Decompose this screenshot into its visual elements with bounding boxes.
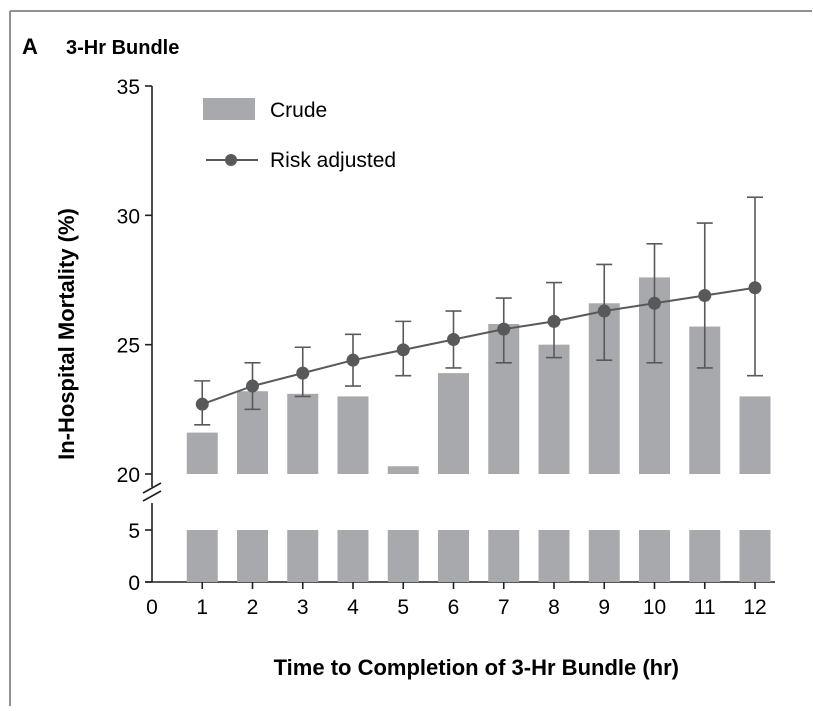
risk-adjusted-point: [748, 281, 762, 295]
risk-adjusted-point: [296, 366, 310, 380]
risk-adjusted-point: [246, 379, 259, 393]
legend-swatch-crude: [203, 98, 255, 120]
legend-marker-risk-adjusted: [225, 154, 237, 166]
crude-bar: [387, 466, 419, 474]
x-tick-label: 8: [548, 596, 560, 619]
crude-bar-lower-segment: [287, 530, 319, 582]
y-tick-label: 25: [117, 335, 140, 358]
x-axis-title: Time to Completion of 3-Hr Bundle (hr): [274, 655, 679, 680]
panel-title: 3-Hr Bundle: [66, 37, 179, 59]
crude-bar: [186, 432, 218, 474]
y-axis-title: In-Hospital Mortality (%): [54, 208, 79, 460]
x-tick-label: 11: [694, 596, 716, 619]
crude-bar-lower-segment: [186, 530, 218, 582]
axis-break-mark: [142, 490, 162, 502]
y-tick-label: 20: [117, 464, 140, 487]
risk-adjusted-point: [698, 289, 712, 303]
risk-adjusted-point: [648, 296, 661, 310]
x-tick-label: 2: [247, 596, 259, 619]
risk-adjusted-point: [396, 343, 410, 357]
crude-bar-lower-segment: [739, 530, 771, 582]
x-tick-label: 7: [498, 596, 510, 619]
legend-label-crude: Crude: [270, 99, 327, 122]
x-tick-label: 9: [598, 596, 610, 619]
x-tick-label: 3: [297, 596, 309, 619]
risk-adjusted-line: [201, 286, 756, 406]
risk-adjusted-point: [346, 353, 360, 367]
crude-bars: [186, 277, 771, 582]
crude-bar-lower-segment: [387, 530, 419, 582]
crude-bar-lower-segment: [538, 530, 570, 582]
y-tick-label: 30: [117, 205, 140, 228]
y-tick-label: 0: [128, 572, 140, 595]
crude-bar-lower-segment: [438, 530, 469, 582]
axis-break-mark: [142, 482, 162, 494]
crude-bar: [739, 396, 771, 474]
x-tick-label: 1: [196, 596, 208, 619]
x-tick-label: 5: [397, 596, 409, 619]
risk-adjusted-point: [547, 314, 561, 328]
crude-bar-lower-segment: [237, 530, 268, 582]
risk-adjusted-series: [195, 281, 762, 411]
risk-adjusted-point: [447, 332, 460, 346]
crude-bar-lower-segment: [639, 530, 670, 582]
x-tick-label: 12: [743, 596, 766, 619]
y-tick-label: 5: [128, 520, 140, 543]
x-tick-label: 4: [347, 596, 359, 619]
risk-adjusted-point: [497, 322, 511, 336]
crude-bar-lower-segment: [689, 530, 721, 582]
panel-letter: A: [22, 34, 38, 59]
x-tick-label: 6: [448, 596, 460, 619]
crude-bar: [337, 396, 369, 474]
crude-bar: [538, 344, 570, 474]
crude-bar: [287, 393, 319, 474]
risk-adjusted-point: [597, 304, 611, 318]
crude-bar: [438, 373, 469, 474]
legend: Crude Risk adjusted: [203, 98, 396, 172]
x-tick-label: 0: [146, 596, 158, 619]
crude-bar-lower-segment: [588, 530, 620, 582]
crude-bar-lower-segment: [337, 530, 369, 582]
y-tick-label: 35: [117, 76, 140, 99]
legend-label-risk-adjusted: Risk adjusted: [270, 149, 396, 172]
crude-bar-lower-segment: [488, 530, 520, 582]
x-tick-label: 10: [643, 596, 666, 619]
risk-adjusted-point: [195, 397, 209, 411]
risk-adjusted-error-bars: [194, 196, 763, 426]
